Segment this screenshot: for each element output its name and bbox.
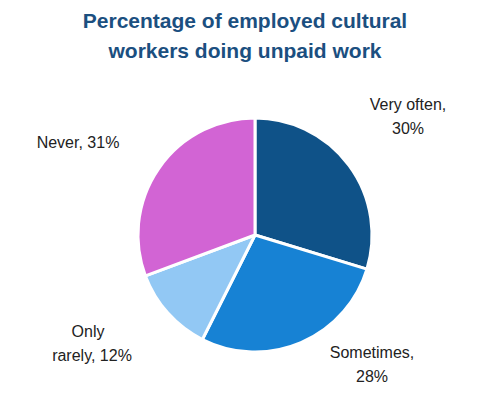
chart: Percentage of employed culturalworkers d…	[0, 0, 491, 419]
pie	[138, 118, 372, 352]
data-label-part: Only	[72, 323, 105, 340]
data-label-part: Sometimes,	[330, 344, 414, 361]
data-label-part: 30%	[392, 120, 424, 137]
data-label-part: 28%	[356, 368, 388, 385]
data-label: Sometimes, 28%	[330, 344, 414, 385]
pie-slice	[138, 118, 255, 276]
data-label-part: Never,	[37, 134, 83, 151]
data-label-part: 12%	[100, 347, 132, 364]
data-label: Only rarely, 12%	[52, 323, 132, 364]
data-label-part: Very often,	[370, 96, 447, 113]
data-label: Never, 31%	[37, 134, 120, 151]
data-label-part: 31%	[87, 134, 119, 151]
data-label: Very often, 30%	[370, 96, 447, 137]
title: Percentage of employed culturalworkers d…	[83, 9, 407, 62]
data-label-part: rarely,	[52, 347, 95, 364]
